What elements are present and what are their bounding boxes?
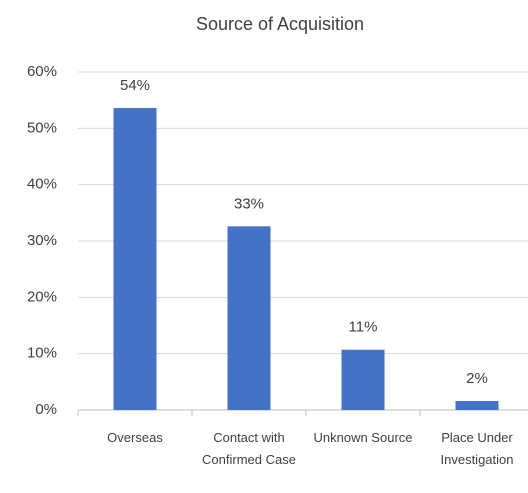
bar bbox=[227, 226, 271, 410]
y-tick-label: 10% bbox=[27, 345, 57, 362]
bar bbox=[455, 400, 499, 410]
y-tick-label: 50% bbox=[27, 119, 57, 136]
data-label: 33% bbox=[234, 195, 264, 212]
chart-title: Source of Acquisition bbox=[196, 14, 364, 34]
x-tick-label: Unknown Source bbox=[313, 430, 413, 445]
data-label: 2% bbox=[466, 370, 488, 387]
x-tick-label: Contact with Confirmed Case bbox=[202, 430, 296, 467]
y-tick-label: 40% bbox=[27, 176, 57, 193]
bar bbox=[113, 108, 157, 410]
y-tick-label: 60% bbox=[27, 63, 57, 80]
y-tick-label: 30% bbox=[27, 232, 57, 249]
y-tick-label: 0% bbox=[35, 401, 57, 418]
x-tick-label: Place Under Investigation bbox=[440, 430, 514, 467]
data-label: 54% bbox=[120, 77, 150, 94]
bar bbox=[341, 349, 385, 410]
y-tick-label: 20% bbox=[27, 288, 57, 305]
x-tick-label: Overseas bbox=[107, 430, 163, 445]
data-label: 11% bbox=[349, 319, 378, 336]
